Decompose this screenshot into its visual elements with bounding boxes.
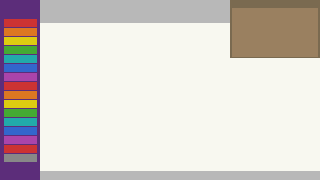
Text: $dH{=}dQ = c_p dT$: $dH{=}dQ = c_p dT$ <box>51 115 106 126</box>
Text: $dS = \dfrac{c_p}{T}\,dT$: $dS = \dfrac{c_p}{T}\,dT$ <box>194 115 232 132</box>
Text: $\Delta H{=}Q = \int_1^i c_p dT$: $\Delta H{=}Q = \int_1^i c_p dT$ <box>51 97 110 116</box>
Text: $\Delta S_{1{\rightarrow}i} = \int_1^i \dfrac{c_p}{T}\,d$: $\Delta S_{1{\rightarrow}i} = \int_1^i \… <box>51 134 103 153</box>
Text: isobaric: isobaric <box>98 53 122 58</box>
Text: $1 \rightarrow i$: $1 \rightarrow i$ <box>51 85 68 94</box>
Text: $\Delta S^{sys} = S^{abn} = 4.57\,J/mol{\cdot}K$: $\Delta S^{sys} = S^{abn} = 4.57\,J/mol{… <box>107 34 208 48</box>
Text: $T_1 = 5°C$: $T_1 = 5°C$ <box>51 71 82 82</box>
Text: $P_1 = 1\,bar$: $P_1 = 1\,bar$ <box>51 56 87 66</box>
Text: isothermal: isothermal <box>180 53 214 58</box>
Text: $dS = \dfrac{dQ^{rev}}{T}$: $dS = \dfrac{dQ^{rev}}{T}$ <box>194 97 232 116</box>
Text: $P_i = P_1$: $P_i = P_1$ <box>141 56 164 66</box>
Text: $\bar{T}_i = \bar{T}_2$: $\bar{T}_i = \bar{T}_2$ <box>141 71 164 82</box>
Text: $P_2 = 5\,bar$: $P_2 = 5\,bar$ <box>242 56 277 66</box>
Text: $\bar{T}_2$: $\bar{T}_2$ <box>242 71 251 82</box>
